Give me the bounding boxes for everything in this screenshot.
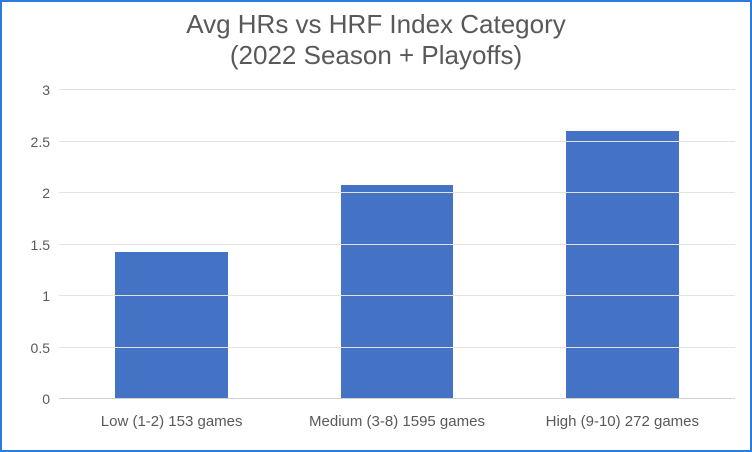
bar: [340, 184, 454, 399]
x-category-label: Low (1-2) 153 games: [100, 413, 243, 430]
chart-title-line2: (2022 Season + Playoffs): [229, 40, 523, 70]
plot-area: [59, 89, 735, 399]
y-tick-label: 2: [42, 185, 50, 201]
bar: [565, 131, 679, 399]
x-axis-line: [59, 398, 735, 399]
gridline: [59, 346, 735, 348]
chart-title: Avg HRs vs HRF Index Category (2022 Seas…: [2, 9, 750, 71]
gridline: [59, 295, 735, 296]
chart-title-line1: Avg HRs vs HRF Index Category: [186, 9, 566, 39]
y-tick-label: 1: [42, 288, 50, 304]
bar: [115, 251, 228, 399]
x-category-label: Medium (3-8) 1595 games: [309, 413, 485, 430]
bars-layer: [59, 90, 735, 399]
bar-slot: [510, 90, 735, 399]
gridline: [59, 89, 735, 90]
gridline: [59, 243, 735, 245]
bar-slot: [284, 90, 509, 399]
gridline: [59, 192, 735, 193]
y-tick-label: 0: [42, 391, 50, 407]
x-axis: Low (1-2) 153 games Medium (3-8) 1595 gam…: [59, 400, 735, 430]
y-tick-label: 3: [42, 82, 50, 98]
y-tick-label: 1.5: [30, 236, 50, 253]
y-tick-label: 2.5: [30, 133, 50, 150]
y-axis: 0 0.5 1 1.5 2 2.5 3: [2, 82, 50, 407]
bar-slot: [59, 90, 284, 399]
y-tick-label: 0.5: [30, 339, 50, 356]
x-category-label: High (9-10) 272 games: [545, 413, 700, 430]
gridline: [59, 140, 735, 142]
